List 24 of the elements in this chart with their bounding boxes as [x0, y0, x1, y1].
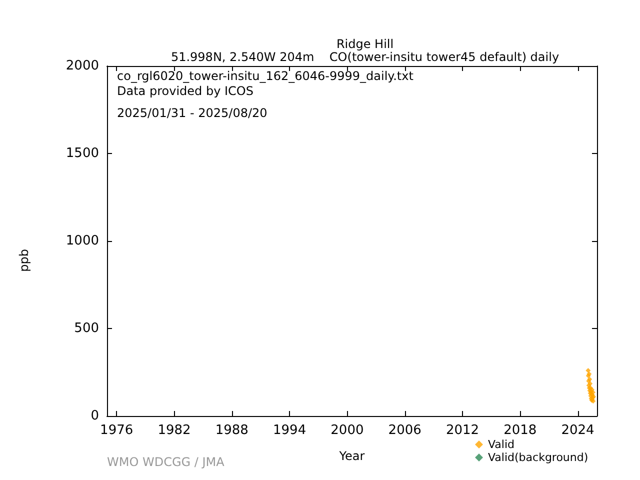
y-tick-label: 0 — [90, 408, 99, 424]
annotation: co_rgl6020_tower-insitu_162_6046-9999_daily.txt — [117, 69, 414, 83]
legend-label: Valid(background) — [488, 451, 588, 464]
x-tick-label: 1988 — [215, 423, 248, 438]
x-tick-label: 2012 — [446, 423, 480, 438]
x-tick-label: 2018 — [504, 423, 537, 438]
x-axis-title: Year — [338, 449, 365, 463]
y-tick-label: 500 — [74, 321, 99, 336]
annotation: 2025/01/31 - 2025/08/20 — [117, 106, 268, 120]
chart-subtitle: 51.998N, 2.540W 204m CO(tower-insitu tower45 default) daily — [170, 50, 560, 64]
y-tick-label: 1500 — [66, 146, 99, 161]
x-tick-label: 2000 — [330, 423, 364, 438]
annotation: Data provided by ICOS — [117, 84, 254, 98]
legend-label: Valid — [488, 438, 515, 451]
y-axis-title: ppb — [17, 248, 31, 272]
x-tick-label: 1976 — [100, 423, 134, 438]
x-tick-label: 1994 — [273, 423, 306, 438]
x-tick-label: 2024 — [561, 423, 594, 438]
x-tick-label: 2006 — [388, 423, 422, 438]
chart-title: Ridge Hill — [336, 37, 394, 51]
x-tick-label: 1982 — [158, 423, 191, 438]
text: WMO WDCGG / JMA — [107, 455, 226, 469]
y-tick-label: 1000 — [66, 234, 99, 248]
y-tick-label: 2000 — [66, 58, 99, 74]
